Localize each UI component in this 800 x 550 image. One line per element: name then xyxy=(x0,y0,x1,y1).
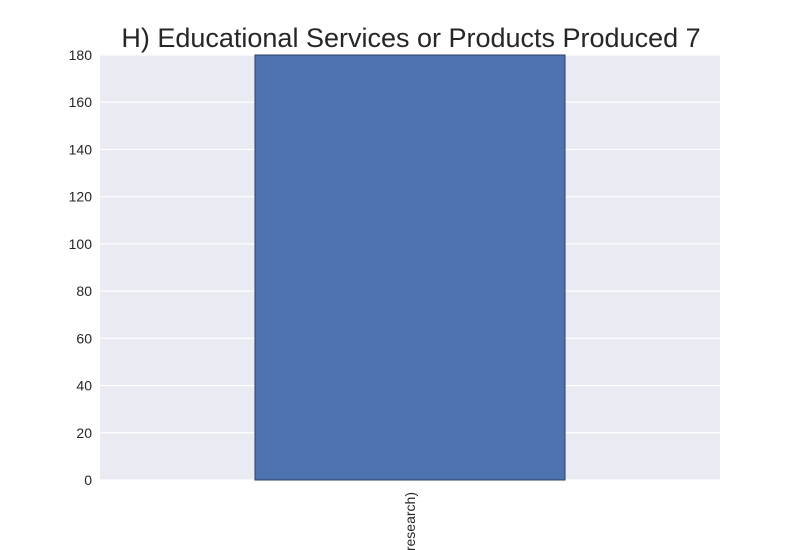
y-tick-label: 100 xyxy=(69,236,93,252)
y-tick-label: 140 xyxy=(69,141,93,157)
y-tick-label: 120 xyxy=(69,189,93,205)
y-tick-label: 160 xyxy=(69,94,93,110)
y-tick-label: 60 xyxy=(76,330,92,346)
y-tick-label: 80 xyxy=(76,283,92,299)
y-tick-label: 0 xyxy=(84,472,92,488)
chart-title: H) Educational Services or Products Prod… xyxy=(121,23,700,53)
y-tick-label: 20 xyxy=(76,425,92,441)
x-axis-ticks: research) xyxy=(402,492,418,550)
y-tick-label: 180 xyxy=(69,47,93,63)
x-tick-label: research) xyxy=(402,492,418,550)
y-axis-ticks: 0 20 40 60 80 100 120 140 160 180 xyxy=(69,47,93,488)
y-tick-label: 40 xyxy=(76,378,92,394)
bars xyxy=(254,54,566,481)
bar-0 xyxy=(254,54,566,481)
